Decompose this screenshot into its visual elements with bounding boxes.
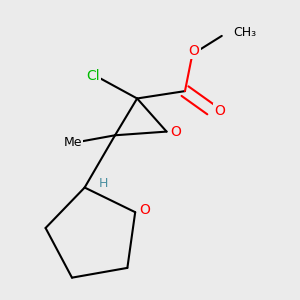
Text: O: O [170, 124, 181, 139]
Text: CH₃: CH₃ [233, 26, 256, 39]
Text: H: H [98, 177, 108, 190]
Text: O: O [214, 104, 225, 118]
Text: O: O [139, 203, 150, 217]
Text: Me: Me [64, 136, 82, 149]
Text: Cl: Cl [86, 69, 100, 83]
Text: O: O [189, 44, 200, 58]
